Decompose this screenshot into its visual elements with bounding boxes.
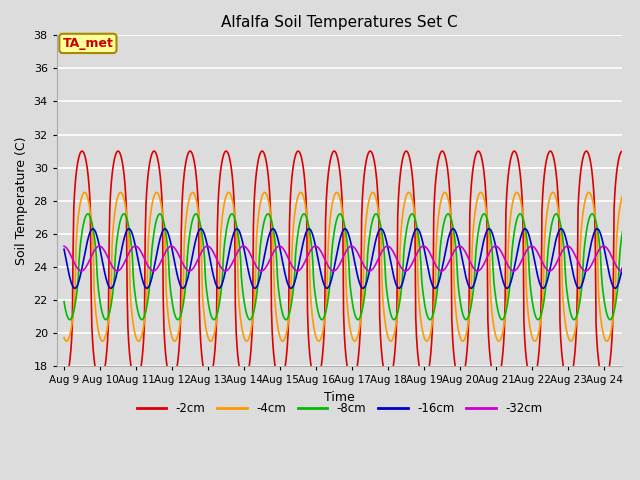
Y-axis label: Soil Temperature (C): Soil Temperature (C) <box>15 136 28 265</box>
X-axis label: Time: Time <box>324 391 355 404</box>
Text: TA_met: TA_met <box>63 37 113 50</box>
Title: Alfalfa Soil Temperatures Set C: Alfalfa Soil Temperatures Set C <box>221 15 458 30</box>
Legend: -2cm, -4cm, -8cm, -16cm, -32cm: -2cm, -4cm, -8cm, -16cm, -32cm <box>132 397 547 420</box>
